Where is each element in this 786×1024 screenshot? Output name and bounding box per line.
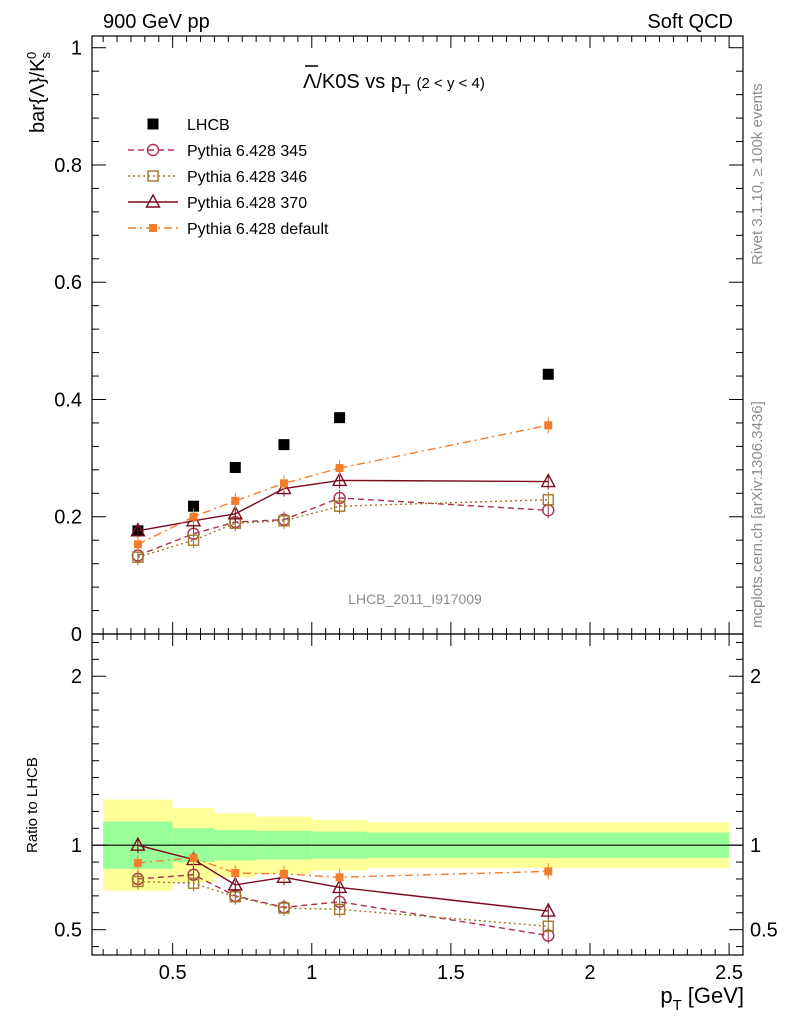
main-series-point-4 [189, 512, 198, 521]
ratio-y-tick-label-right: 0.5 [750, 920, 778, 942]
y-axis-title-sup: 0 [24, 52, 39, 59]
ratio-y-tick-label: 1 [71, 835, 82, 857]
main-series-point-3 [227, 505, 243, 520]
main-series-point-4 [544, 421, 553, 430]
main-series-point-2 [187, 534, 200, 546]
main-series-point-3 [130, 522, 146, 537]
x-tick-label: 2 [584, 962, 595, 984]
main-series-point-3 [540, 473, 556, 488]
ratio-y-axis-title: Ratio to LHCB [24, 757, 41, 853]
ratio-y-tick-label: 2 [71, 666, 82, 688]
main-series-point-4 [231, 496, 240, 505]
legend-label-4: Pythia 6.428 default [187, 221, 329, 238]
main-series-point-2 [542, 494, 554, 506]
ratio-series-point-3 [130, 836, 146, 851]
ratio-y-tick-label-right: 2 [750, 666, 761, 688]
x-axis-title: pT [GeV] [660, 983, 744, 1014]
y-axis-title-main: bar{Λ}/K [27, 58, 49, 133]
main-series-line-4 [137, 424, 549, 545]
x-axis-title-main: p [660, 983, 672, 1008]
y-tick-label: 1 [71, 38, 82, 60]
ratio-series-point-4 [189, 853, 198, 862]
y-axis-title-sub: s [38, 51, 53, 58]
ratio-series-point-4 [544, 867, 553, 876]
legend-label-2: Pythia 6.428 346 [187, 169, 307, 186]
main-series-point-3 [331, 471, 348, 487]
ratio-series-point-2 [333, 903, 346, 916]
main-series-line-3 [137, 479, 549, 532]
y-axis-title: bar{Λ}/Ks0 [24, 51, 53, 133]
x-tick-label: 1.5 [437, 962, 465, 984]
ratio-frame [91, 633, 744, 956]
rivet-label: Rivet 3.1.10, ≥ 100k events [749, 83, 766, 265]
y-tick-label: 0.6 [54, 272, 82, 294]
ratio-series-line-3 [137, 844, 549, 912]
ratio-panel: 0.5 1 1.5 2 2.5 0.5 0.5 1 1 2 2 [54, 633, 778, 984]
ratio-series-point-2 [278, 902, 290, 914]
y-tick-label: 0.2 [54, 507, 82, 529]
ratio-y-tick-label-right: 1 [750, 835, 761, 857]
ratio-series-line-4 [137, 857, 549, 878]
legend-label-0: LHCB [187, 117, 230, 134]
chart-title-main: Λ/K0S vs p [303, 71, 402, 93]
legend-marker-0 [147, 118, 159, 130]
legend-marker-2 [147, 170, 159, 182]
legend-label-3: Pythia 6.428 370 [187, 195, 307, 212]
y-tick-label: 0.4 [54, 389, 82, 411]
ratio-series-line-2 [137, 880, 549, 927]
header-left-label: 900 GeV pp [103, 11, 210, 33]
main-series-point-0 [278, 439, 290, 451]
ratio-series-point-2 [187, 877, 200, 889]
main-series-point-2 [333, 500, 346, 512]
main-series-point-4 [335, 464, 344, 473]
x-tick-label: 2.5 [715, 962, 743, 984]
main-series-line-1 [137, 497, 549, 557]
main-series-point-3 [276, 480, 292, 495]
ratio-series-point-4 [335, 873, 344, 882]
header-right-label: Soft QCD [647, 11, 733, 33]
x-tick-label: 0.5 [159, 962, 187, 984]
ratio-series-point-4 [231, 869, 240, 878]
main-series-point-4 [133, 540, 142, 549]
watermark: LHCB_2011_I917009 [348, 591, 482, 607]
legend-marker-4 [149, 224, 157, 232]
ratio-series-point-4 [279, 869, 288, 878]
chart-title-sub: T [402, 81, 411, 97]
main-series-point-4 [279, 479, 288, 488]
ratio-series-point-3 [227, 876, 243, 891]
y-tick-label: 0.8 [54, 155, 82, 177]
legend-label-1: Pythia 6.428 345 [187, 143, 307, 160]
chart-title-range: (2 < y < 4) [417, 75, 485, 92]
legend-marker-3 [145, 193, 161, 208]
ratio-series-point-3 [331, 878, 348, 894]
ratio-series-point-2 [132, 875, 144, 888]
ratio-series-point-2 [542, 920, 554, 932]
main-series-point-0 [188, 500, 200, 512]
chart-title: Λ/K0S vs pT (2 < y < 4) [303, 71, 485, 97]
main-series-point-0 [542, 368, 554, 380]
mcplots-label: mcplots.cern.ch [arXiv:1306.3436] [749, 401, 766, 628]
main-series-point-0 [229, 461, 241, 473]
ratio-y-tick-label: 0.5 [54, 920, 82, 942]
main-series-line-2 [137, 499, 549, 558]
legend: LHCB Pythia 6.428 345 Pythia 6.428 346 Pyth… [128, 117, 329, 238]
ratio-series-point-4 [133, 858, 142, 867]
main-series-point-0 [334, 412, 346, 424]
main-series-point-2 [278, 515, 290, 527]
x-tick-label: 1 [306, 962, 317, 984]
x-axis-title-sub: T [673, 997, 682, 1014]
y-tick-label: 0 [71, 624, 82, 646]
x-axis-title-unit: [GeV] [688, 983, 744, 1008]
ratio-series-point-3 [540, 902, 556, 917]
ratio-series-line-1 [137, 874, 549, 937]
legend-marker-1 [146, 143, 160, 157]
